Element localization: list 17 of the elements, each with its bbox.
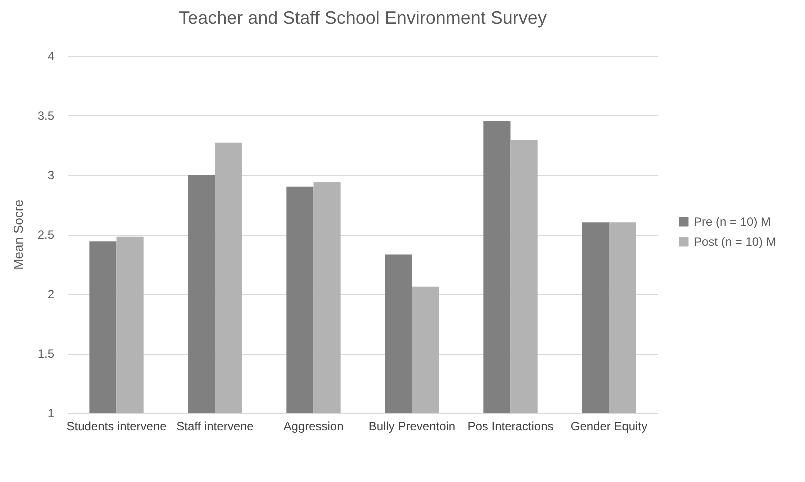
y-tick-label: 3 [48, 168, 55, 182]
y-tick-label: 3.5 [38, 109, 55, 123]
x-tick-label: Aggression [284, 420, 344, 434]
x-tick-label: Pos Interactions [468, 420, 554, 434]
x-tick-label: Staff intervene [176, 420, 254, 434]
y-tick-label: 2 [48, 288, 55, 302]
chart-title: Teacher and Staff School Environment Survey [179, 8, 547, 28]
y-tick-label: 1.5 [38, 347, 55, 361]
x-tick-label: Bully Preventoin [368, 420, 456, 434]
legend-label: Pre (n = 10) M [694, 215, 772, 229]
y-tick-label: 4 [48, 50, 55, 64]
x-tick-label: Gender Equity [570, 420, 648, 434]
y-tick-label: 1 [48, 406, 55, 420]
x-tick-label: Students intervene [66, 420, 168, 434]
y-axis-title: Mean Socre [10, 200, 26, 270]
y-tick-label: 2.5 [38, 228, 55, 242]
legend-label: Post (n = 10) M [694, 235, 776, 249]
